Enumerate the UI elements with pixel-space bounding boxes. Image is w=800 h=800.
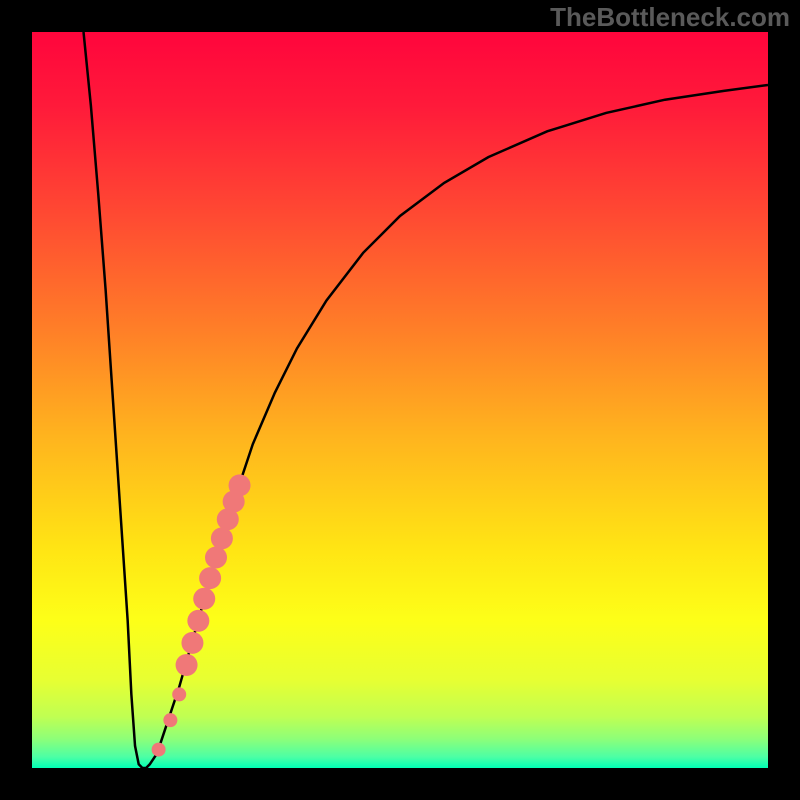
highlight-dot [181, 632, 203, 654]
chart-svg [0, 0, 800, 800]
gradient-background [32, 32, 768, 768]
highlight-dot [176, 654, 198, 676]
highlight-dot [193, 588, 215, 610]
watermark-text: TheBottleneck.com [550, 2, 790, 33]
highlight-dot [199, 567, 221, 589]
highlight-dot [229, 474, 251, 496]
highlight-dot [163, 713, 177, 727]
highlight-dot [152, 743, 166, 757]
highlight-dot [211, 527, 233, 549]
highlight-dot [187, 610, 209, 632]
chart-canvas: TheBottleneck.com [0, 0, 800, 800]
highlight-dot [172, 687, 186, 701]
highlight-dot [205, 547, 227, 569]
